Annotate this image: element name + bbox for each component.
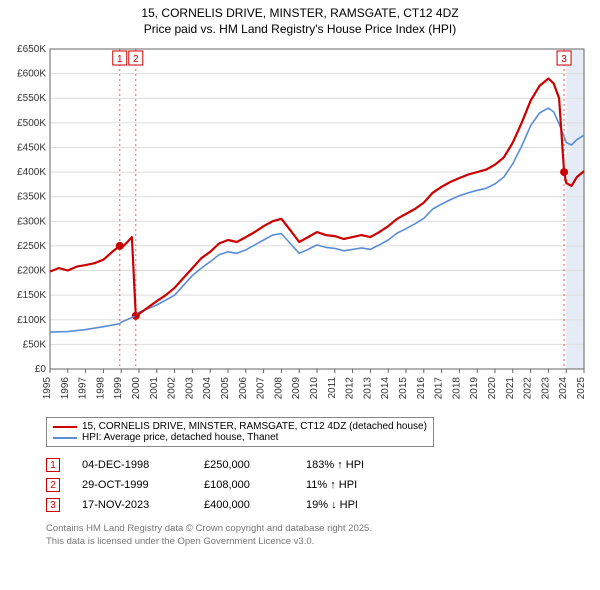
event-price: £108,000 [204, 479, 284, 491]
svg-text:2016: 2016 [416, 377, 427, 400]
svg-text:£100K: £100K [17, 315, 46, 326]
attribution: Contains HM Land Registry data © Crown c… [46, 523, 590, 548]
svg-text:2023: 2023 [540, 377, 551, 400]
event-price: £250,000 [204, 459, 284, 471]
svg-text:2018: 2018 [451, 377, 462, 400]
svg-text:1998: 1998 [95, 377, 106, 400]
svg-text:2009: 2009 [291, 377, 302, 400]
title-line-2: Price paid vs. HM Land Registry's House … [6, 22, 594, 38]
event-price: £400,000 [204, 499, 284, 511]
attribution-line-1: Contains HM Land Registry data © Crown c… [46, 523, 590, 535]
svg-text:1997: 1997 [78, 377, 89, 400]
event-delta: 11% ↑ HPI [306, 479, 357, 491]
legend: 15, CORNELIS DRIVE, MINSTER, RAMSGATE, C… [46, 417, 434, 447]
event-marker: 3 [46, 498, 60, 512]
line-chart: £0 £50K £100K £150K £200K £250K £300K £350K £400… [6, 41, 594, 411]
svg-text:1996: 1996 [60, 377, 71, 400]
svg-text:2008: 2008 [273, 377, 284, 400]
legend-item: 15, CORNELIS DRIVE, MINSTER, RAMSGATE, C… [53, 421, 427, 432]
svg-text:£250K: £250K [17, 241, 46, 252]
event-delta: 19% ↓ HPI [306, 499, 358, 511]
svg-text:2001: 2001 [149, 377, 160, 400]
svg-text:2012: 2012 [345, 377, 356, 400]
svg-text:2010: 2010 [309, 377, 320, 400]
svg-text:£400K: £400K [17, 167, 46, 178]
svg-text:2: 2 [133, 54, 139, 65]
event-delta: 183% ↑ HPI [306, 459, 364, 471]
svg-text:£150K: £150K [17, 290, 46, 301]
svg-text:2017: 2017 [434, 377, 445, 400]
svg-text:2005: 2005 [220, 377, 231, 400]
chart-container: 15, CORNELIS DRIVE, MINSTER, RAMSGATE, C… [0, 0, 600, 556]
svg-text:2021: 2021 [505, 377, 516, 400]
svg-text:2011: 2011 [327, 377, 338, 399]
chart-svg: £0 £50K £100K £150K £200K £250K £300K £350K £400… [6, 41, 594, 411]
svg-text:2014: 2014 [380, 377, 391, 400]
svg-text:£200K: £200K [17, 266, 46, 277]
svg-text:2004: 2004 [202, 377, 213, 400]
attribution-line-2: This data is licensed under the Open Gov… [46, 536, 590, 548]
svg-text:1999: 1999 [113, 377, 124, 400]
chart-title: 15, CORNELIS DRIVE, MINSTER, RAMSGATE, C… [6, 6, 594, 37]
svg-text:2000: 2000 [131, 377, 142, 400]
svg-text:2019: 2019 [469, 377, 480, 400]
event-row: 1 04-DEC-1998 £250,000 183% ↑ HPI [46, 455, 590, 475]
event-marker: 1 [46, 458, 60, 472]
legend-label: HPI: Average price, detached house, Than… [82, 432, 278, 443]
event-row: 3 17-NOV-2023 £400,000 19% ↓ HPI [46, 495, 590, 515]
svg-text:£0: £0 [35, 364, 47, 375]
legend-item: HPI: Average price, detached house, Than… [53, 432, 427, 443]
event-row: 2 29-OCT-1999 £108,000 11% ↑ HPI [46, 475, 590, 495]
svg-text:3: 3 [561, 54, 567, 65]
svg-text:2007: 2007 [256, 377, 267, 400]
svg-text:2020: 2020 [487, 377, 498, 400]
title-line-1: 15, CORNELIS DRIVE, MINSTER, RAMSGATE, C… [6, 6, 594, 22]
svg-text:2024: 2024 [558, 377, 569, 400]
svg-text:£50K: £50K [23, 340, 47, 351]
svg-text:£300K: £300K [17, 216, 46, 227]
event-marker: 2 [46, 478, 60, 492]
svg-text:£500K: £500K [17, 118, 46, 129]
svg-text:£600K: £600K [17, 69, 46, 80]
svg-text:1995: 1995 [42, 377, 53, 400]
svg-text:2025: 2025 [576, 377, 587, 400]
event-date: 04-DEC-1998 [82, 459, 182, 471]
legend-label: 15, CORNELIS DRIVE, MINSTER, RAMSGATE, C… [82, 421, 427, 432]
svg-text:2022: 2022 [523, 377, 534, 400]
svg-text:2002: 2002 [167, 377, 178, 400]
events-table: 1 04-DEC-1998 £250,000 183% ↑ HPI 2 29-O… [46, 455, 590, 515]
legend-swatch [53, 426, 77, 428]
event-date: 29-OCT-1999 [82, 479, 182, 491]
svg-text:1: 1 [117, 54, 123, 65]
svg-text:£550K: £550K [17, 93, 46, 104]
svg-text:£450K: £450K [17, 143, 46, 154]
svg-text:2013: 2013 [362, 377, 373, 400]
svg-text:2015: 2015 [398, 377, 409, 400]
event-date: 17-NOV-2023 [82, 499, 182, 511]
svg-text:£650K: £650K [17, 44, 46, 55]
svg-text:£350K: £350K [17, 192, 46, 203]
legend-swatch [53, 437, 77, 439]
svg-text:2006: 2006 [238, 377, 249, 400]
svg-text:2003: 2003 [184, 377, 195, 400]
